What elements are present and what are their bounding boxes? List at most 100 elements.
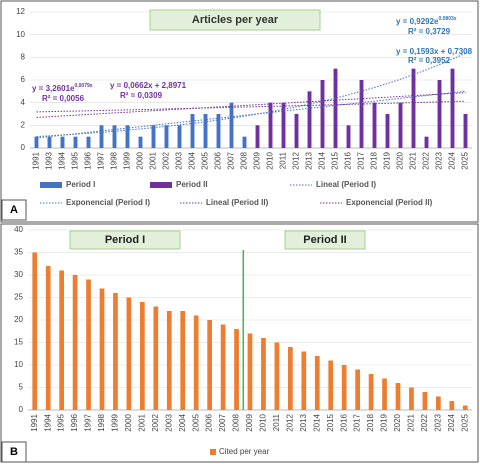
y-tick-label: 0 <box>21 143 26 152</box>
equation-text: y = 0,1593x + 0,7308 <box>396 47 473 56</box>
x-tick-label: 2006 <box>214 151 223 169</box>
bar <box>153 306 159 410</box>
x-tick-label: 2005 <box>201 151 210 169</box>
x-tick-label: 2017 <box>353 413 362 431</box>
y-tick-label: 0 <box>19 405 24 414</box>
bar <box>242 136 247 148</box>
bar <box>355 369 360 410</box>
bar <box>395 383 401 410</box>
bar <box>328 360 334 410</box>
x-tick-label: 1995 <box>57 413 66 431</box>
y-tick-label: 30 <box>14 270 23 279</box>
x-tick-label: 2003 <box>175 151 184 169</box>
y-tick-label: 4 <box>21 98 26 107</box>
y-tick-label: 12 <box>16 7 25 16</box>
bar <box>138 136 143 148</box>
bar <box>274 342 280 410</box>
bar <box>99 125 104 148</box>
x-tick-label: 1998 <box>110 151 119 169</box>
equation-text: y = 0,0662x + 2,8971 <box>110 81 187 90</box>
bar <box>190 114 195 148</box>
period-box <box>69 230 181 250</box>
x-tick-label: 2018 <box>366 413 375 431</box>
equation-text: R² = 0,0309 <box>120 91 163 100</box>
equation-exponent: 0,0803x <box>438 16 456 22</box>
panel-label: A <box>10 204 18 216</box>
equation-text: R² = 0,3952 <box>408 56 451 65</box>
x-tick-label: 2023 <box>435 151 444 169</box>
bar <box>151 125 156 148</box>
bar <box>424 136 429 148</box>
bar <box>450 68 455 148</box>
x-tick-label: 1999 <box>111 413 120 431</box>
equation-text: y = 0,9292e <box>396 17 439 26</box>
x-tick-label: 2024 <box>447 413 456 431</box>
legend-label: Exponencial (Period I) <box>66 198 150 207</box>
x-tick-label: 2007 <box>218 413 227 431</box>
bar <box>462 405 468 410</box>
equation: y = 0,9292e0,0803x <box>396 16 457 26</box>
bar <box>422 392 428 410</box>
x-tick-label: 2000 <box>124 413 133 431</box>
x-tick-label: 2002 <box>162 151 171 169</box>
bar <box>60 136 65 148</box>
trendline <box>36 92 466 118</box>
x-tick-label: 2007 <box>227 151 236 169</box>
bar <box>216 114 221 148</box>
panel-label: B <box>10 446 18 458</box>
bar <box>333 68 338 148</box>
y-tick-label: 6 <box>21 75 26 84</box>
x-tick-label: 1996 <box>70 413 79 431</box>
bar <box>294 114 299 148</box>
y-tick-label: 40 <box>14 225 23 234</box>
x-tick-label: 1997 <box>84 413 93 431</box>
bar <box>113 293 118 410</box>
x-tick-label: 2020 <box>393 413 402 431</box>
x-tick-label: 1994 <box>58 151 67 169</box>
bar <box>301 351 307 410</box>
bar <box>72 275 78 410</box>
x-tick-label: 2009 <box>253 151 262 169</box>
x-tick-label: 2020 <box>396 151 405 169</box>
x-tick-label: 2000 <box>136 151 145 169</box>
equation: y = 0,0662x + 2,8971 <box>110 81 187 90</box>
legend-swatch <box>40 182 62 188</box>
bar <box>268 102 273 148</box>
legend-swatch <box>210 449 216 455</box>
panel-label-box <box>1 441 27 463</box>
period-label: Period I <box>105 234 145 246</box>
bar <box>372 102 377 148</box>
bar <box>166 311 172 410</box>
x-tick-label: 2001 <box>149 151 158 169</box>
period-label: Period II <box>303 234 346 246</box>
x-tick-label: 2025 <box>460 413 469 431</box>
bar <box>180 311 186 410</box>
bar <box>247 333 253 410</box>
bar <box>86 136 91 148</box>
bar <box>261 338 266 410</box>
bar <box>126 297 132 410</box>
bar <box>437 80 442 148</box>
bar <box>47 136 52 148</box>
x-tick-label: 1999 <box>123 151 132 169</box>
bar <box>398 102 403 148</box>
x-tick-label: 2015 <box>326 413 335 431</box>
x-tick-label: 2014 <box>318 151 327 169</box>
bar <box>385 114 390 148</box>
equation-text: R² = 0,3729 <box>408 27 451 36</box>
y-tick-label: 8 <box>21 52 26 61</box>
x-tick-label: 2024 <box>448 151 457 169</box>
x-tick-label: 2014 <box>312 413 321 431</box>
equation: R² = 0,3729 <box>408 27 451 36</box>
bar <box>86 279 91 410</box>
x-tick-label: 2013 <box>305 151 314 169</box>
x-tick-label: 2005 <box>191 413 200 431</box>
x-tick-label: 2022 <box>422 151 431 169</box>
equation: R² = 0,3952 <box>408 56 451 65</box>
x-tick-label: 2021 <box>407 413 416 431</box>
panel-a-border <box>0 0 479 223</box>
legend-label: Lineal (Period II) <box>206 198 269 207</box>
x-tick-label: 1991 <box>32 151 41 169</box>
legend-label: Exponencial (Period II) <box>346 198 433 207</box>
bar <box>411 68 416 148</box>
